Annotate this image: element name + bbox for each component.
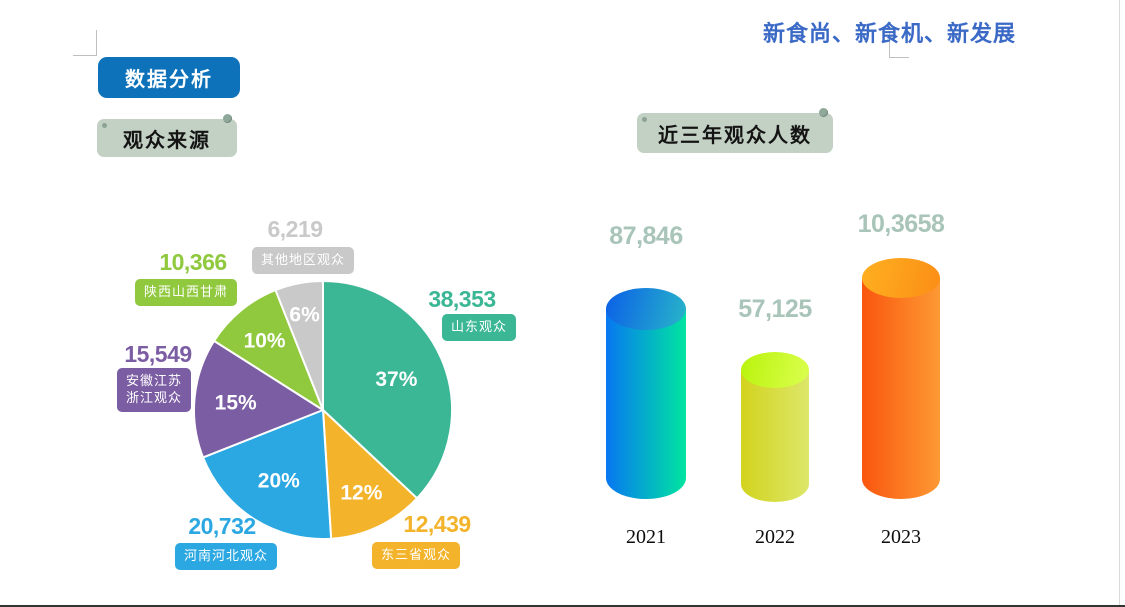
page-right-edge (1119, 0, 1120, 607)
pin-icon (819, 108, 828, 117)
pie-slice-2 (202, 409, 333, 541)
page-slogan: 新食尚、新食机、新发展 (763, 21, 1017, 46)
pie-percent-label-1: 12% (340, 482, 382, 505)
pie-category-tag-5: 其他地区观众 (251, 247, 355, 274)
cylinder-2023 (862, 278, 940, 499)
pie-category-tag-1: 东三省观众 (371, 542, 461, 569)
cylinder-top-2021 (606, 288, 686, 330)
pin-icon (223, 114, 232, 123)
pie-category-tag-2: 河南河北观众 (174, 543, 278, 570)
cylinder-top-2022 (741, 352, 809, 388)
bar-year-label-2022: 2022 (755, 526, 795, 548)
bar-year-label-2021: 2021 (626, 526, 666, 548)
pie-slice-3 (193, 339, 324, 459)
pie-value-label-3: 15,549 (124, 341, 192, 367)
pie-percent-label-5: 6% (289, 304, 320, 327)
bar-value-label-2022: 57,125 (738, 295, 812, 323)
pie-category-tag-0: 山东观众 (441, 314, 517, 341)
pin-dot-icon (642, 117, 647, 122)
pie-slice-4 (213, 289, 324, 411)
pie-slice-5 (274, 280, 324, 411)
cylinder-2022 (741, 370, 809, 502)
pie-value-label-4: 10,366 (159, 249, 227, 275)
plaque-tab (98, 150, 111, 162)
plaque-tab (638, 146, 651, 158)
pie-percent-label-0: 37% (375, 368, 417, 391)
crop-mark-top-right-h (889, 57, 909, 58)
pie-slice-0 (322, 280, 453, 500)
crop-mark-top-right-v (889, 31, 890, 57)
window-bottom-edge (0, 605, 1125, 607)
bar-section-title: 近三年观众人数 (637, 108, 833, 158)
pie-value-label-2: 20,732 (188, 513, 256, 539)
bar-value-label-2023: 10,3658 (857, 210, 945, 238)
bar-section-title-label: 近三年观众人数 (658, 124, 812, 147)
pie-category-tag-4: 陕西山西甘肃 (134, 279, 238, 306)
pie-percent-label-3: 15% (215, 392, 257, 415)
cylinder-2021 (606, 309, 686, 499)
bar-value-label-2021: 87,846 (609, 222, 683, 250)
crop-mark-top-left-v (96, 30, 97, 55)
pie-category-tag-3: 安徽江苏 浙江观众 (116, 368, 192, 412)
pie-chart: 37% 12% 20% 15% 10%6% (193, 280, 453, 541)
data-analysis-button[interactable]: 数据分析 (98, 57, 240, 98)
pie-section-title-label: 观众来源 (123, 129, 211, 152)
bar-year-label-2023: 2023 (881, 526, 921, 548)
pie-value-label-0: 38,353 (428, 286, 496, 312)
cylinder-top-2023 (862, 258, 940, 298)
pin-dot-icon (102, 123, 107, 128)
pie-value-label-1: 12,439 (403, 511, 471, 537)
pie-section-title: 观众来源 (97, 114, 237, 162)
pie-percent-label-2: 20% (258, 470, 300, 493)
pie-value-label-5: 6,219 (267, 216, 323, 242)
pie-percent-label-4: 10% (244, 329, 286, 352)
crop-mark-top-left-h (73, 55, 97, 56)
pie-slice-1 (322, 409, 419, 540)
